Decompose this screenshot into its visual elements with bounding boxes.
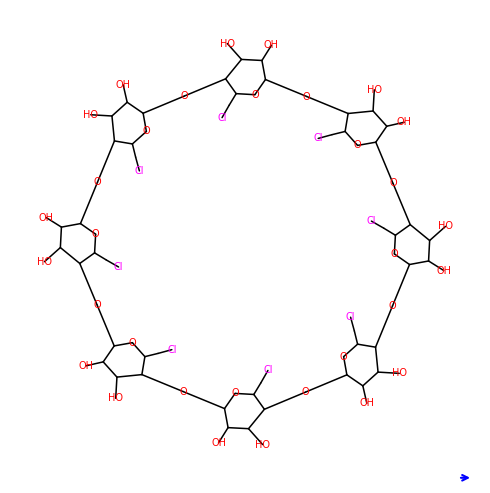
Text: O: O (93, 300, 101, 310)
Text: OH: OH (359, 398, 374, 408)
Text: O: O (340, 352, 347, 362)
Text: OH: OH (39, 212, 54, 223)
Text: O: O (92, 229, 99, 239)
Text: OH: OH (397, 117, 412, 127)
Text: OH: OH (78, 361, 93, 371)
Text: Cl: Cl (167, 345, 176, 354)
Text: O: O (251, 90, 259, 100)
Text: OH: OH (436, 266, 451, 276)
Text: HO: HO (83, 110, 98, 120)
Text: OH: OH (264, 40, 279, 50)
Text: HO: HO (108, 393, 123, 403)
Text: O: O (389, 178, 397, 188)
Text: Cl: Cl (346, 312, 355, 322)
Text: OH: OH (116, 80, 131, 90)
Text: Cl: Cl (314, 134, 323, 143)
Text: HO: HO (392, 368, 407, 378)
Text: Cl: Cl (218, 112, 227, 123)
Text: HO: HO (255, 440, 270, 450)
Text: O: O (303, 92, 311, 102)
Text: Cl: Cl (367, 216, 376, 226)
Text: O: O (179, 387, 187, 396)
Text: O: O (354, 141, 362, 150)
Text: O: O (128, 338, 136, 348)
Text: Cl: Cl (263, 365, 272, 376)
Text: O: O (391, 249, 398, 259)
Text: O: O (389, 301, 396, 311)
Text: O: O (302, 387, 310, 397)
Text: Cl: Cl (114, 262, 123, 272)
Text: HO: HO (220, 38, 235, 48)
Text: O: O (143, 127, 150, 137)
Text: Cl: Cl (135, 166, 144, 176)
Text: HO: HO (37, 257, 52, 267)
Text: O: O (180, 91, 188, 101)
Text: OH: OH (211, 438, 226, 448)
Text: O: O (231, 388, 239, 398)
Text: O: O (94, 177, 101, 187)
Text: HO: HO (438, 221, 453, 231)
Text: HO: HO (367, 85, 382, 95)
